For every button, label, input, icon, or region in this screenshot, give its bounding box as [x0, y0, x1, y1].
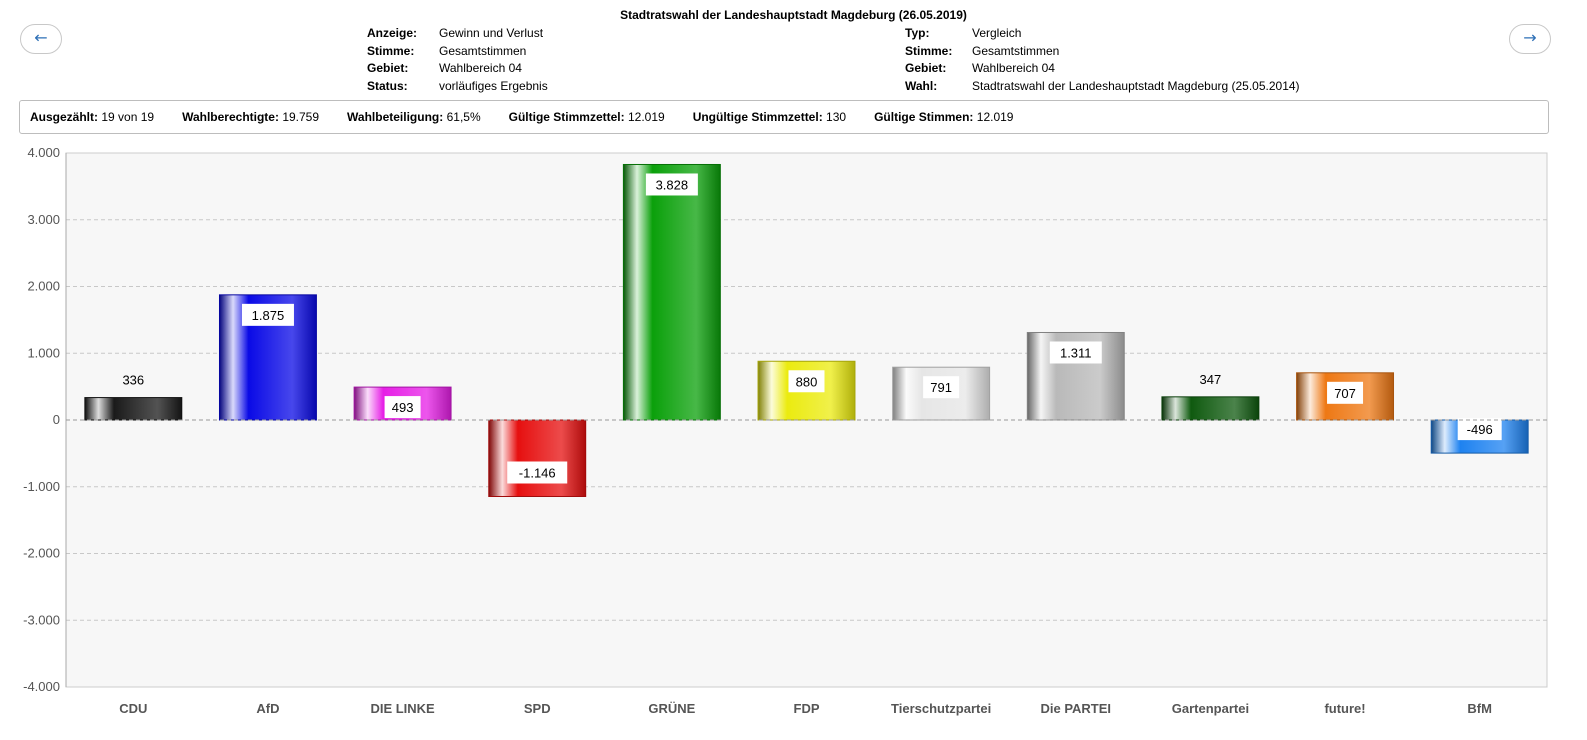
- meta-key: Stimme:: [905, 43, 953, 58]
- meta-key: Status:: [367, 79, 408, 94]
- x-tick-label: future!: [1324, 701, 1365, 716]
- meta-key: Anzeige:: [367, 26, 418, 40]
- meta-value: Gewinn und Verlust: [439, 26, 544, 40]
- meta-row: Typ: Vergleich: [905, 25, 1300, 43]
- y-tick-label: 3.000: [27, 212, 60, 227]
- arrow-left-icon: ←: [34, 28, 48, 47]
- data-label: 707: [1334, 386, 1356, 401]
- y-tick-label: -2.000: [23, 546, 60, 561]
- meta-row: Stimme: Gesamtstimmen: [905, 43, 1300, 61]
- data-label: -1.146: [519, 465, 556, 480]
- data-label-box: [507, 461, 568, 484]
- meta-key: Typ:: [905, 26, 930, 40]
- x-tick-label: FDP: [794, 701, 820, 716]
- x-tick-label: Die PARTEI: [1040, 701, 1111, 716]
- bar: [488, 419, 587, 497]
- meta-row: Anzeige: Gewinn und Verlust: [367, 25, 548, 43]
- bar: [622, 163, 721, 421]
- meta-row: Gebiet: Wahlbereich 04: [367, 60, 548, 78]
- meta-value: Stadtratswahl der Landeshauptstadt Magde…: [972, 79, 1300, 94]
- data-label: 880: [796, 374, 818, 389]
- meta-row: Gebiet: Wahlbereich 04: [905, 60, 1300, 78]
- meta-row: Wahl: Stadtratswahl der Landeshauptstadt …: [905, 78, 1300, 96]
- bar: [1161, 396, 1260, 421]
- page-title: Stadtratswahl der Landeshauptstadt Magde…: [620, 8, 967, 22]
- y-tick-label: -1.000: [23, 479, 60, 494]
- meta-key: Stimme:: [367, 43, 415, 58]
- x-tick-label: BfM: [1467, 701, 1492, 716]
- meta-row: Stimme: Gesamtstimmen: [367, 43, 548, 61]
- data-label-box: [1049, 341, 1102, 364]
- bar: [84, 397, 183, 421]
- stat-valid-votes: Gültige Stimmen: 12.019: [874, 110, 1014, 124]
- x-tick-label: CDU: [119, 701, 147, 716]
- data-label: 1.311: [1060, 345, 1092, 360]
- data-label: 347: [1200, 372, 1222, 387]
- previous-button[interactable]: ←: [20, 24, 62, 54]
- meta-value: Wahlbereich 04: [439, 61, 522, 76]
- meta-value: Vergleich: [972, 26, 1022, 40]
- y-tick-label: 0: [53, 412, 60, 427]
- arrow-right-icon: →: [1523, 28, 1537, 47]
- data-label: 3.828: [656, 177, 689, 192]
- meta-row: Status: vorläufiges Ergebnis: [367, 78, 548, 96]
- meta-key: Wahl:: [905, 79, 938, 94]
- data-label: 791: [930, 380, 952, 395]
- stat-valid-ballots: Gültige Stimmzettel: 12.019: [508, 110, 665, 124]
- x-tick-label: AfD: [256, 701, 279, 716]
- x-tick-label: Gartenpartei: [1172, 701, 1249, 716]
- data-label-box: [788, 370, 825, 393]
- data-label-box: [241, 303, 294, 326]
- stat-eligible-voters: Wahlberechtigte: 19.759: [182, 110, 320, 124]
- stats-bar: Ausgezählt: 19 von 19 Wahlberechtigte: 1…: [19, 100, 1549, 134]
- data-label-box: [1457, 418, 1502, 441]
- meta-value: Gesamtstimmen: [439, 43, 527, 58]
- stat-turnout: Wahlbeteiligung: 61,5%: [347, 110, 481, 124]
- x-tick-label: DIE LINKE: [370, 701, 435, 716]
- data-label-box: [384, 396, 421, 419]
- meta-value: Gesamtstimmen: [972, 43, 1060, 58]
- meta-value: vorläufiges Ergebnis: [439, 79, 548, 94]
- stat-invalid-ballots: Ungültige Stimmzettel: 130: [692, 110, 847, 124]
- y-tick-label: -4.000: [23, 679, 60, 694]
- data-label-box: [1327, 381, 1364, 404]
- meta-key: Gebiet:: [905, 61, 947, 76]
- next-button[interactable]: →: [1509, 24, 1551, 54]
- y-tick-label: -3.000: [23, 612, 60, 627]
- data-label-box: [923, 376, 960, 399]
- y-tick-label: 1.000: [27, 345, 60, 360]
- data-label: 336: [122, 373, 144, 388]
- y-tick-label: 2.000: [27, 279, 60, 294]
- meta-right: Typ: Vergleich Stimme: Gesamtstimmen Gebie…: [905, 25, 1300, 96]
- data-label: 1.875: [252, 308, 285, 323]
- stat-counted: Ausgezählt: 19 von 19: [30, 110, 155, 124]
- data-label-box: [645, 173, 698, 196]
- meta-key: Gebiet:: [367, 61, 409, 76]
- meta-left: Anzeige: Gewinn und Verlust Stimme: Gesamt…: [367, 25, 548, 96]
- x-tick-label: GRÜNE: [648, 701, 695, 716]
- x-tick-label: Tierschutzpartei: [891, 701, 991, 716]
- meta-value: Wahlbereich 04: [972, 61, 1055, 76]
- y-tick-label: 4.000: [27, 145, 60, 160]
- x-tick-label: SPD: [524, 701, 551, 716]
- data-label: 493: [392, 400, 414, 415]
- data-label: -496: [1467, 422, 1493, 437]
